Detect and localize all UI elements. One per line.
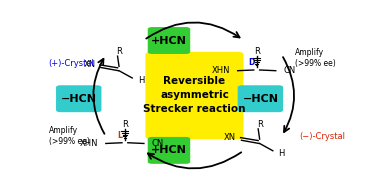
Text: +HCN: +HCN [151, 145, 187, 155]
Text: H: H [279, 149, 285, 158]
FancyBboxPatch shape [56, 85, 101, 112]
Text: −HCN: −HCN [61, 94, 97, 104]
Text: (+)-Crystal: (+)-Crystal [49, 59, 94, 68]
Text: L: L [117, 131, 122, 140]
Text: XHN: XHN [80, 139, 99, 148]
Text: XN: XN [84, 60, 96, 69]
Text: XHN: XHN [212, 66, 230, 75]
Text: R: R [122, 120, 128, 129]
Text: CN: CN [151, 139, 164, 148]
Text: Reversible
asymmetric
Strecker reaction: Reversible asymmetric Strecker reaction [143, 76, 246, 115]
FancyBboxPatch shape [148, 137, 190, 164]
Text: Amplify
(>99% ee): Amplify (>99% ee) [295, 48, 336, 68]
Text: CN: CN [283, 66, 295, 75]
FancyBboxPatch shape [146, 52, 243, 139]
Text: (−)-Crystal: (−)-Crystal [299, 132, 345, 141]
Text: +HCN: +HCN [151, 36, 187, 46]
Text: R: R [116, 47, 122, 56]
Text: XN: XN [224, 133, 236, 142]
Text: Amplify
(>99% ee): Amplify (>99% ee) [49, 126, 90, 146]
Text: R: R [257, 120, 263, 129]
FancyBboxPatch shape [238, 85, 283, 112]
FancyBboxPatch shape [148, 27, 190, 54]
Text: R: R [254, 47, 260, 56]
Text: D: D [248, 58, 255, 67]
Text: −HCN: −HCN [242, 94, 278, 104]
Text: H: H [138, 76, 144, 85]
